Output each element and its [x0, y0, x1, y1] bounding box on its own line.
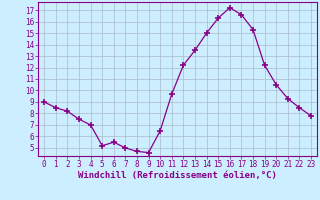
X-axis label: Windchill (Refroidissement éolien,°C): Windchill (Refroidissement éolien,°C) — [78, 171, 277, 180]
